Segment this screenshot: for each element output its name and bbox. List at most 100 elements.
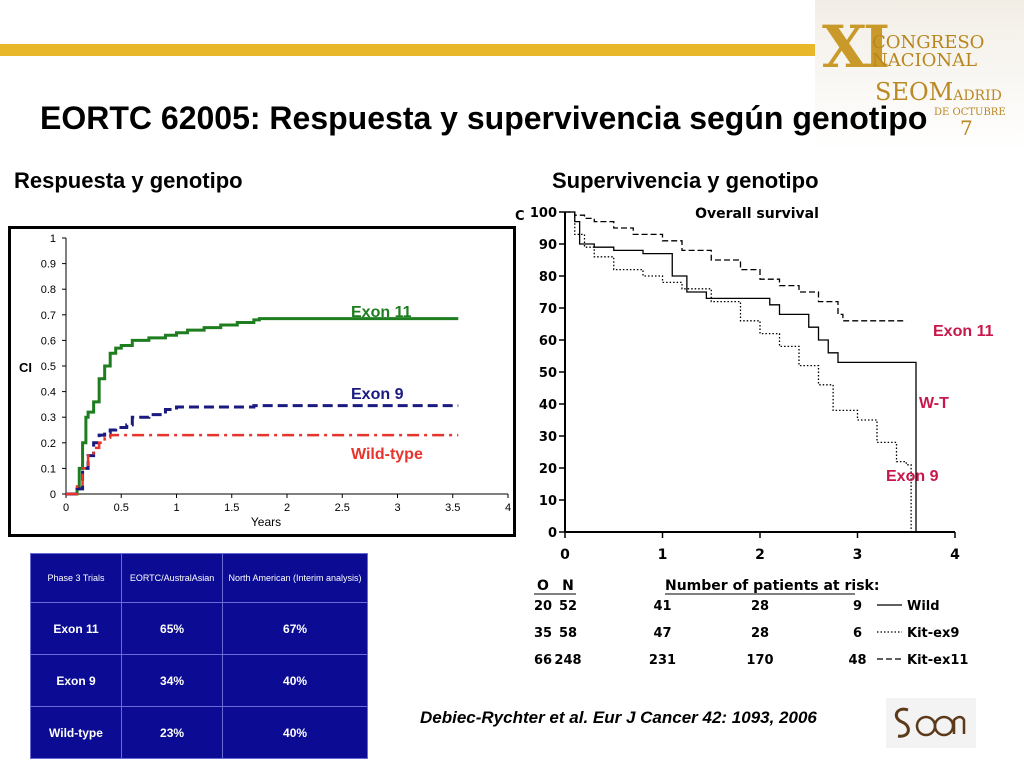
- risk-cell-n: 58: [559, 626, 577, 641]
- seom-logo: [886, 698, 976, 748]
- chart-title: Overall survival: [695, 206, 819, 222]
- risk-cell-at-risk: 231: [649, 653, 676, 668]
- logo-roman-numeral: XI: [822, 13, 890, 81]
- table-row: Wild-type 23% 40%: [30, 706, 368, 759]
- y-tick-label: 70: [539, 302, 557, 317]
- response-chart-frame: 0 0.1 0.2 0.3 0.4 0.5 0.6 0.7 0.8 0.9 1 0 0.5 1 1.5 2 2.…: [8, 226, 516, 537]
- y-tick-label: 0.7: [41, 310, 56, 322]
- risk-cell-at-risk: 47: [653, 626, 671, 641]
- series-label-wild-type: Wild-type: [351, 446, 423, 463]
- x-tick-label: 3: [394, 502, 400, 514]
- page-title: EORTC 62005: Respuesta y supervivencia s…: [40, 100, 928, 136]
- y-tick-label: 90: [539, 238, 557, 253]
- table-row: Exon 11 65% 67%: [30, 602, 368, 655]
- table-cell: 40%: [222, 654, 368, 707]
- logo-line4: DE OCTUBRE: [934, 107, 1006, 118]
- risk-cell-o: 35: [534, 626, 552, 641]
- legend-label: Kit-ex11: [907, 653, 968, 668]
- risk-cell-at-risk: 28: [751, 599, 769, 614]
- logo-line2: NACIONAL: [872, 50, 978, 71]
- table-header: Phase 3 Trials: [30, 553, 122, 603]
- y-tick-label: 0.5: [41, 361, 56, 373]
- y-tick-label: 0.8: [41, 284, 56, 296]
- y-tick-label: 40: [539, 398, 557, 413]
- y-tick-label: 0.1: [41, 463, 56, 475]
- risk-cell-n: 248: [554, 653, 581, 668]
- table-cell: 34%: [120, 654, 224, 707]
- left-subtitle: Respuesta y genotipo: [14, 168, 243, 193]
- y-tick-label: 80: [539, 270, 557, 285]
- table-cell: Exon 11: [30, 602, 122, 655]
- table-cell: 65%: [120, 602, 224, 655]
- callout-exon9: Exon 9: [886, 468, 939, 485]
- y-tick-label: 100: [530, 206, 557, 221]
- series-line-wild: [565, 211, 917, 532]
- series-line-kit-ex9: [565, 211, 912, 532]
- risk-cell-at-risk: 41: [653, 599, 671, 614]
- logo-line1: CONGRESO: [872, 32, 985, 53]
- logo-line3: SEOMADRID: [875, 78, 1002, 106]
- callout-wt: W-T: [919, 395, 949, 412]
- series-line-exon-11: [66, 317, 459, 496]
- x-tick-label: 0: [560, 547, 570, 563]
- trials-table: Phase 3 Trials EORTC/AustralAsian North …: [30, 553, 368, 759]
- x-tick-label: 3.5: [445, 502, 460, 514]
- table-cell: 40%: [222, 706, 368, 759]
- y-tick-label: 1: [50, 233, 56, 245]
- risk-cell-o: 66: [534, 653, 552, 668]
- risk-cell-at-risk: 6: [853, 626, 862, 641]
- x-tick-label: 4: [950, 547, 960, 563]
- y-tick-label: 30: [539, 430, 557, 445]
- series-line-exon-9: [66, 404, 459, 496]
- y-axis-label: CI: [19, 360, 32, 375]
- callout-exon11: Exon 11: [933, 323, 994, 340]
- y-tick-label: 10: [539, 494, 557, 509]
- x-tick-label: 1: [658, 547, 668, 563]
- table-row: Exon 9 34% 40%: [30, 654, 368, 707]
- risk-cell-at-risk: 48: [848, 653, 866, 668]
- y-tick-label: 50: [539, 366, 557, 381]
- risk-cell-o: 20: [534, 599, 552, 614]
- series-line-wild-type: [66, 433, 459, 496]
- x-tick-label: 0: [63, 502, 69, 514]
- y-tick-label: 0.6: [41, 335, 56, 347]
- risk-col-n: N: [562, 578, 574, 594]
- legend-label: Wild: [907, 599, 940, 614]
- y-tick-label: 0.2: [41, 438, 56, 450]
- accent-bar: [0, 44, 822, 56]
- risk-cell-n: 52: [559, 599, 577, 614]
- series-line-kit-ex11: [565, 211, 907, 322]
- x-tick-label: 0.5: [114, 502, 129, 514]
- y-tick-label: 60: [539, 334, 557, 349]
- y-tick-label: 20: [539, 462, 557, 477]
- survival-chart: C Overall survival 0 10 20 30 40 50 60 70 80 90 100 0…: [515, 206, 968, 668]
- risk-cell-at-risk: 170: [746, 653, 773, 668]
- x-axis-label: Years: [251, 515, 281, 529]
- table-cell: 23%: [120, 706, 224, 759]
- y-tick-label: 0.9: [41, 259, 56, 271]
- survival-chart-wrap: C Overall survival 0 10 20 30 40 50 60 70 80 90 100 0…: [510, 200, 970, 680]
- x-tick-label: 1.5: [224, 502, 239, 514]
- risk-cell-at-risk: 9: [853, 599, 862, 614]
- x-tick-label: 2: [284, 502, 290, 514]
- series-label-exon-11: Exon 11: [351, 304, 412, 321]
- risk-cell-at-risk: 28: [751, 626, 769, 641]
- risk-table-header: Number of patients at risk:: [665, 578, 879, 594]
- citation: Debiec-Rychter et al. Eur J Cancer 42: 1…: [420, 708, 817, 727]
- legend-label: Kit-ex9: [907, 626, 959, 641]
- y-tick-label: 0.4: [41, 387, 56, 399]
- table-header: EORTC/AustralAsian: [120, 553, 224, 603]
- x-tick-label: 2.5: [335, 502, 350, 514]
- axis-top-label: C: [515, 209, 525, 224]
- series-label-exon-9: Exon 9: [351, 386, 404, 403]
- table-cell: Exon 9: [30, 654, 122, 707]
- x-tick-label: 4: [505, 502, 511, 514]
- table-cell: Wild-type: [30, 706, 122, 759]
- table-cell: 67%: [222, 602, 368, 655]
- response-chart: 0 0.1 0.2 0.3 0.4 0.5 0.6 0.7 0.8 0.9 1 0 0.5 1 1.5 2 2.…: [19, 233, 511, 529]
- congress-logo: [815, 0, 1024, 150]
- y-tick-label: 0: [50, 489, 56, 501]
- logo-line5: 7: [960, 116, 973, 140]
- table-header: North American (Interim analysis): [222, 553, 368, 603]
- risk-col-o: O: [537, 578, 549, 594]
